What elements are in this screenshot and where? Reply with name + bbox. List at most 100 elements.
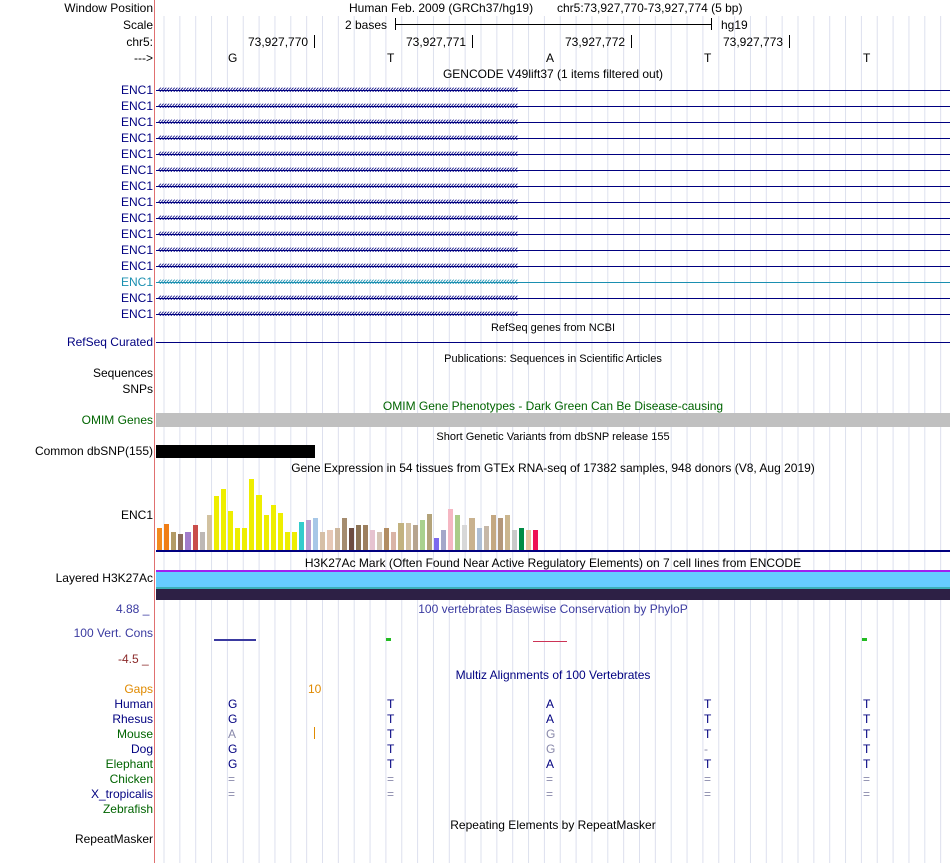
gtex-tissue-bar[interactable] [220,489,227,550]
gtex-label[interactable]: ENC1 [120,508,153,522]
dbsnp-title[interactable]: Short Genetic Variants from dbSNP releas… [436,431,670,443]
gtex-tissue-bar[interactable] [384,528,390,550]
phylop-title[interactable]: 100 vertebrates Basewise Conservation by… [418,602,688,616]
gtex-tissue-bar[interactable] [391,532,397,550]
gencode-transcript-line[interactable] [156,170,950,171]
species-label[interactable]: Chicken [109,772,153,786]
refseq-label[interactable]: RefSeq Curated [66,335,153,349]
gtex-tissue-bar[interactable] [270,505,276,550]
gencode-transcript-line[interactable] [156,186,950,187]
gencode-transcript-label[interactable]: ENC1 [120,259,153,273]
phylop-label[interactable]: 100 Vert. Cons [73,626,153,640]
chrom-label[interactable]: chr5: [126,35,153,49]
gtex-tissue-bar[interactable] [192,525,198,550]
gencode-transcript-label[interactable]: ENC1 [120,99,153,113]
publications-title[interactable]: Publications: Sequences in Scientific Ar… [444,353,662,365]
gencode-transcript-label[interactable]: ENC1 [120,243,153,257]
gtex-tissue-bar[interactable] [178,534,184,550]
gtex-tissue-bar[interactable] [426,514,432,550]
gencode-transcript-line[interactable] [156,234,950,235]
species-label[interactable]: Elephant [105,757,153,771]
gencode-transcript-label[interactable]: ENC1 [120,211,153,225]
gtex-tissue-bar[interactable] [448,509,454,550]
omim-label[interactable]: OMIM Genes [81,413,153,427]
gencode-transcript-label[interactable]: ENC1 [120,227,153,241]
gencode-transcript-label[interactable]: ENC1 [120,83,153,97]
species-label[interactable]: Dog [130,742,153,756]
multiz-title[interactable]: Multiz Alignments of 100 Vertebrates [455,668,651,682]
gtex-tissue-bar[interactable] [213,496,219,550]
gtex-tissue-bar[interactable] [476,528,482,550]
gtex-tissue-bar[interactable] [377,532,383,550]
gtex-tissue-bar[interactable] [412,525,418,550]
gencode-transcript-line[interactable] [156,298,950,299]
gencode-transcript-label[interactable]: ENC1 [120,163,153,177]
gtex-tissue-bar[interactable] [533,530,539,550]
gencode-transcript-label[interactable]: ENC1 [120,131,153,145]
gtex-tissue-bar[interactable] [497,518,503,550]
species-label[interactable]: Zebrafish [102,802,153,816]
gtex-tissue-bar[interactable] [242,528,248,550]
repeatmasker-label[interactable]: RepeatMasker [74,832,153,846]
gtex-tissue-bar[interactable] [370,530,376,550]
gtex-tissue-bar[interactable] [206,515,212,550]
gencode-transcript-line[interactable] [156,138,950,139]
omim-feature-bar[interactable] [156,413,950,427]
refseq-title[interactable]: RefSeq genes from NCBI [490,322,616,334]
gtex-tissue-bar[interactable] [284,532,290,550]
gencode-transcript-line[interactable] [156,122,950,123]
gtex-tissue-bar[interactable] [277,513,283,550]
omim-title[interactable]: OMIM Gene Phenotypes - Dark Green Can Be… [382,399,724,413]
gencode-transcript-line[interactable] [156,90,950,91]
position-readout[interactable]: chr5:73,927,770-73,927,774 (5 bp) [557,1,743,15]
gtex-tissue-bar[interactable] [519,528,525,550]
gencode-transcript-line[interactable] [156,314,950,315]
gencode-transcript-label[interactable]: ENC1 [120,147,153,161]
gtex-tissue-bar[interactable] [171,532,177,550]
gtex-tissue-bar[interactable] [327,530,333,550]
gtex-tissue-bar[interactable] [341,518,347,550]
gtex-tissue-bar[interactable] [320,532,326,550]
gtex-tissue-bar[interactable] [504,515,511,550]
gtex-tissue-bar[interactable] [228,511,234,550]
gtex-tissue-bar[interactable] [263,515,269,550]
gtex-tissue-bar[interactable] [469,518,475,550]
gtex-tissue-bar[interactable] [433,538,440,550]
gencode-transcript-label[interactable]: ENC1 [120,275,153,289]
gtex-tissue-bar[interactable] [483,526,489,550]
gencode-transcript-line[interactable] [156,106,950,107]
gencode-transcript-line[interactable] [156,266,950,267]
h3k27ac-title[interactable]: H3K27Ac Mark (Often Found Near Active Re… [304,556,802,570]
gtex-tissue-bar[interactable] [490,515,496,550]
gtex-title[interactable]: Gene Expression in 54 tissues from GTEx … [291,461,815,475]
gencode-transcript-label[interactable]: ENC1 [120,179,153,193]
gtex-tissue-bar[interactable] [306,520,312,550]
gencode-transcript-line[interactable] [156,218,950,219]
species-label[interactable]: X_tropicalis [90,787,153,801]
gencode-transcript-line[interactable] [156,202,950,203]
gtex-tissue-bar[interactable] [334,528,340,550]
gaps-label[interactable]: Gaps [124,682,153,696]
gencode-transcript-line[interactable] [156,154,950,155]
gtex-tissue-bar[interactable] [455,515,461,550]
gencode-transcript-line[interactable] [156,250,950,251]
gtex-tissue-bar[interactable] [164,524,170,550]
publications-label[interactable]: Sequences [92,366,153,380]
gtex-tissue-bar[interactable] [355,525,361,550]
gtex-tissue-bar[interactable] [299,522,305,550]
gencode-transcript-label[interactable]: ENC1 [120,307,153,321]
gtex-tissue-bar[interactable] [199,532,205,550]
species-label[interactable]: Rhesus [112,712,153,726]
gtex-tissue-bar[interactable] [362,525,369,550]
h3k27ac-label[interactable]: Layered H3K27Ac [55,571,153,585]
species-label[interactable]: Mouse [116,727,153,741]
gtex-tissue-bar[interactable] [235,528,241,550]
gtex-tissue-bar[interactable] [419,520,425,550]
gencode-transcript-line[interactable] [156,282,950,283]
gencode-title[interactable]: GENCODE V49lift37 (1 items filtered out) [442,67,664,81]
gtex-tissue-bar[interactable] [526,530,532,550]
gtex-tissue-bar[interactable] [185,532,191,550]
gtex-tissue-bar[interactable] [157,528,163,550]
h3k27ac-layer-2[interactable] [156,572,950,587]
gtex-tissue-bar[interactable] [512,530,518,550]
